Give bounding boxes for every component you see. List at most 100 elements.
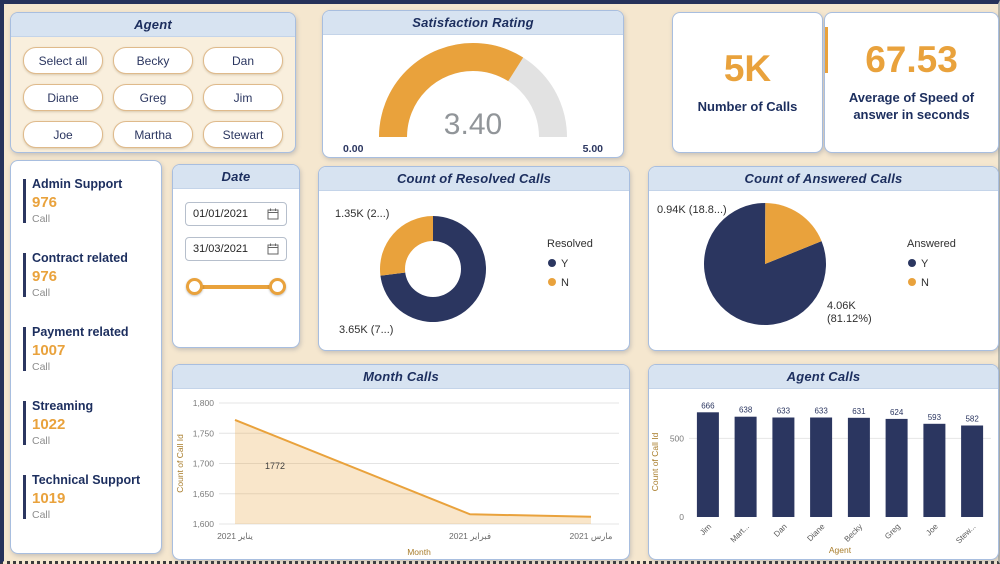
- satisfaction-rating-title: Satisfaction Rating: [323, 11, 623, 35]
- bar-mart[interactable]: [734, 416, 757, 517]
- date-end-field[interactable]: 31/03/2021: [185, 237, 287, 261]
- topic-name: Technical Support: [32, 473, 141, 487]
- resolved-calls-title: Count of Resolved Calls: [319, 167, 629, 191]
- x-axis-tick: Jim: [698, 522, 713, 537]
- agent-filter-greg[interactable]: Greg: [113, 84, 193, 111]
- topics-list: Admin Support 976 Call Contract related 976 C…: [11, 161, 161, 521]
- bar-value-label: 666: [701, 401, 715, 410]
- bar-diane[interactable]: [810, 417, 833, 518]
- answered-data-label-n: 0.94K (18.8...): [657, 204, 727, 216]
- avg-speed-of-answer-card[interactable]: 67.53 Average of Speed of answer in seco…: [824, 12, 999, 153]
- number-of-calls-card[interactable]: 5K Number of Calls: [672, 12, 823, 153]
- y-axis-tick: 1,800: [193, 398, 215, 408]
- topic-unit: Call: [32, 213, 51, 225]
- month-area-fill: [235, 419, 591, 524]
- resolved-data-label-n: 1.35K (2...): [335, 208, 389, 220]
- topic-value: 1019: [32, 490, 66, 507]
- y-axis-tick: 0: [679, 512, 684, 522]
- x-axis-tick: يناير 2021: [217, 531, 253, 542]
- kpi-value: 5K: [723, 47, 772, 89]
- topic-card-payment-related[interactable]: Payment related 1007 Call: [23, 325, 153, 373]
- legend-item-y[interactable]: Y: [561, 258, 569, 270]
- kpi-label: Number of Calls: [697, 98, 798, 114]
- bar-value-label: 633: [814, 407, 828, 416]
- legend-item-n[interactable]: N: [921, 277, 929, 289]
- agent-calls-bar-chart[interactable]: 0 500 666 Jim 638 Mart... 633 Dan 633 Diane 631 Bec…: [649, 389, 998, 559]
- y-axis-tick: 1,600: [193, 519, 215, 529]
- resolved-legend-title: Resolved: [547, 238, 593, 250]
- agent-filter-select-all[interactable]: Select all: [23, 47, 103, 74]
- x-axis-tick: مارس 2021: [570, 531, 613, 542]
- agent-filter-dan[interactable]: Dan: [203, 47, 283, 74]
- topic-name: Payment related: [32, 325, 129, 339]
- month-line[interactable]: [234, 418, 592, 518]
- accent-bar: [825, 27, 828, 73]
- topic-card-admin-support[interactable]: Admin Support 976 Call: [23, 177, 153, 225]
- satisfaction-rating-panel: Satisfaction Rating 3.40 0.00 5.00: [322, 10, 624, 158]
- topic-value: 976: [32, 268, 58, 285]
- date-inputs: 01/01/2021 31/03/2021: [173, 189, 299, 261]
- bar-greg[interactable]: [885, 418, 908, 517]
- legend-item-y[interactable]: Y: [921, 258, 929, 270]
- resolved-hole: [405, 241, 461, 297]
- answered-pie-chart[interactable]: 4.06K (81.12%) 0.94K (18.8...) Answered YN: [649, 191, 998, 350]
- slider-handle-end[interactable]: [269, 278, 286, 295]
- satisfaction-gauge-chart[interactable]: 3.40 0.00 5.00: [323, 35, 623, 157]
- agent-filter-joe[interactable]: Joe: [23, 121, 103, 148]
- topic-card-streaming[interactable]: Streaming 1022 Call: [23, 399, 153, 447]
- x-axis-title: Month: [407, 547, 431, 557]
- topic-card-contract-related[interactable]: Contract related 976 Call: [23, 251, 153, 299]
- topic-card-technical-support[interactable]: Technical Support 1019 Call: [23, 473, 153, 521]
- slider-handle-start[interactable]: [186, 278, 203, 295]
- legend-dot-n: [548, 278, 556, 286]
- answered-calls-title: Count of Answered Calls: [649, 167, 998, 191]
- y-axis-title: Count of Call Id: [175, 434, 185, 493]
- x-axis-tick: Stew...: [954, 522, 977, 545]
- legend-item-n[interactable]: N: [561, 277, 569, 289]
- topic-value: 1007: [32, 342, 66, 359]
- bar-stew[interactable]: [961, 425, 984, 518]
- gauge-fill[interactable]: [379, 43, 567, 138]
- kpi-label: Average of Speed of answer in seconds: [848, 90, 975, 122]
- y-axis-tick: 1,650: [193, 489, 215, 499]
- bar-jim[interactable]: [696, 412, 719, 517]
- slider-selected-range[interactable]: [194, 285, 278, 289]
- agent-slicer-title: Agent: [11, 13, 295, 37]
- answered-data-label-y: 4.06K (81.12%): [827, 300, 872, 325]
- resolved-donut-chart[interactable]: 3.65K (7...) 1.35K (2...) Resolved YN: [319, 191, 629, 350]
- resolved-calls-panel: Count of Resolved Calls 3.65K (7...) 1.35…: [318, 166, 630, 351]
- legend-dot-y: [908, 259, 916, 267]
- agent-button-grid: Select all Becky Dan Diane Greg Jim Joe Martha S…: [11, 37, 295, 152]
- kpi-value: 67.53: [865, 39, 958, 81]
- x-axis-tick: فبراير 2021: [449, 531, 491, 542]
- agent-filter-martha[interactable]: Martha: [113, 121, 193, 148]
- bar-joe[interactable]: [923, 423, 946, 517]
- bar-dan[interactable]: [772, 417, 795, 518]
- y-axis-tick: 1,700: [193, 459, 215, 469]
- bar-becky[interactable]: [847, 417, 870, 517]
- legend-dot-n: [908, 278, 916, 286]
- topic-name: Streaming: [32, 399, 94, 413]
- answered-slice-y[interactable]: [704, 202, 827, 325]
- bar-value-label: 624: [890, 408, 904, 417]
- agent-calls-panel: Agent Calls 0 500 666 Jim 638 Mart... 633 Dan 63…: [648, 364, 999, 560]
- topic-name: Contract related: [32, 251, 128, 265]
- date-start-field[interactable]: 01/01/2021: [185, 202, 287, 226]
- gauge-max-label: 5.00: [583, 143, 604, 155]
- x-axis-tick: Greg: [883, 522, 902, 541]
- bar-value-label: 633: [777, 407, 791, 416]
- agent-filter-jim[interactable]: Jim: [203, 84, 283, 111]
- answered-legend-title: Answered: [907, 238, 956, 250]
- calendar-icon: [267, 243, 279, 255]
- x-axis-title: Agent: [829, 545, 852, 555]
- agent-filter-stewart[interactable]: Stewart: [203, 121, 283, 148]
- resolved-data-label-y: 3.65K (7...): [339, 324, 393, 336]
- month-calls-area-chart[interactable]: 1,600 1,650 1,700 1,750 1,800 1772 يناير 2021 ف…: [173, 389, 629, 559]
- topic-value: 1022: [32, 416, 66, 433]
- agent-filter-diane[interactable]: Diane: [23, 84, 103, 111]
- answered-slice-n[interactable]: [765, 203, 822, 264]
- agent-filter-becky[interactable]: Becky: [113, 47, 193, 74]
- y-axis-tick: 500: [670, 433, 684, 443]
- date-start-value: 01/01/2021: [193, 208, 249, 220]
- bar-value-label: 593: [928, 413, 942, 422]
